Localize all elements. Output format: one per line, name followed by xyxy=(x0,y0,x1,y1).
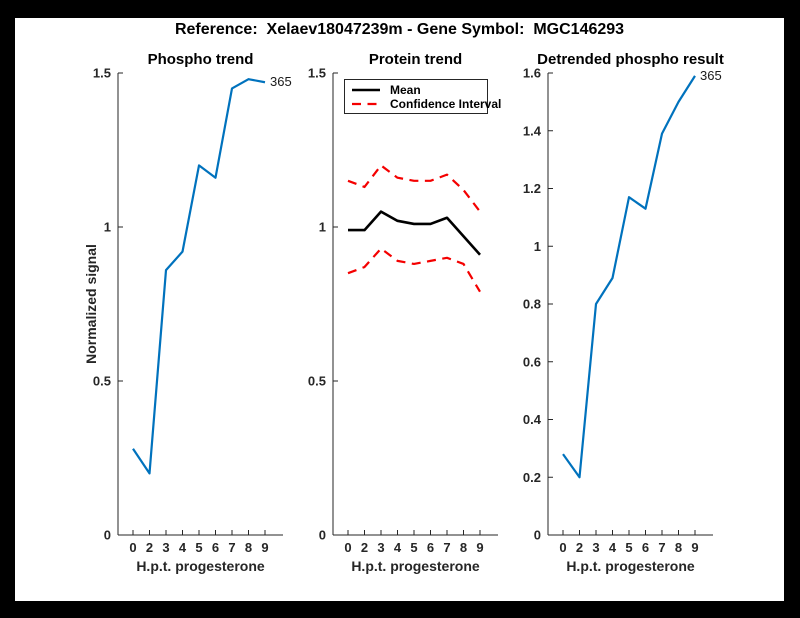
series-mean xyxy=(348,210,481,256)
x-tick-label: 0 xyxy=(559,540,566,555)
series-end-label: 365 xyxy=(270,74,292,89)
y-tick-label: 0.2 xyxy=(523,470,541,485)
y-tick-label: 0 xyxy=(534,528,541,543)
x-tick-label: 4 xyxy=(179,540,187,555)
x-tick-label: 7 xyxy=(658,540,665,555)
x-axis-label: H.p.t. progesterone xyxy=(566,558,695,574)
series-end-label: 365 xyxy=(700,68,722,83)
y-tick-label: 0 xyxy=(319,528,326,543)
y-tick-label: 1 xyxy=(104,220,111,235)
y-tick-label: 0.8 xyxy=(523,297,541,312)
x-tick-label: 9 xyxy=(476,540,483,555)
y-tick-label: 0 xyxy=(104,528,111,543)
x-tick-label: 5 xyxy=(625,540,632,555)
x-tick-label: 6 xyxy=(212,540,219,555)
x-tick-label: 0 xyxy=(344,540,351,555)
x-tick-label: 2 xyxy=(361,540,368,555)
legend-ci-dashed-line-icon xyxy=(352,102,380,106)
series-phospho-signal xyxy=(132,78,266,475)
subplot-title: Detrended phospho result xyxy=(537,51,724,68)
legend-row-confidence-interval: Confidence Interval xyxy=(345,97,501,111)
x-tick-label: 3 xyxy=(162,540,169,555)
legend: Mean Confidence Interval xyxy=(344,79,501,114)
x-tick-label: 4 xyxy=(609,540,617,555)
subplot-phospho-trend: Phospho trend Normalized signal H.p.t. p… xyxy=(83,51,292,574)
y-tick-label: 1.6 xyxy=(523,66,541,81)
legend-mean-line-icon xyxy=(352,88,380,92)
x-tick-label: 7 xyxy=(228,540,235,555)
subplot-title: Phospho trend xyxy=(147,51,254,68)
x-axis-label: H.p.t. progesterone xyxy=(136,558,265,574)
x-tick-label: 8 xyxy=(460,540,467,555)
y-tick-label: 1 xyxy=(319,220,326,235)
x-tick-label: 7 xyxy=(443,540,450,555)
series-detrended-phospho xyxy=(562,75,696,479)
legend-label-confidence-interval: Confidence Interval xyxy=(390,97,502,111)
y-tick-label: 1.2 xyxy=(523,181,541,196)
figure-canvas: Reference: Xelaev18047239m - Gene Symbol… xyxy=(15,18,784,601)
y-tick-label: 1.5 xyxy=(308,66,326,81)
x-tick-label: 5 xyxy=(195,540,202,555)
x-axis-label: H.p.t. progesterone xyxy=(351,558,480,574)
subplot-detrended-phospho: Detrended phospho result H.p.t. progeste… xyxy=(523,51,724,574)
x-tick-label: 3 xyxy=(377,540,384,555)
x-tick-label: 3 xyxy=(592,540,599,555)
y-tick-label: 0.5 xyxy=(93,374,111,389)
legend-label-mean: Mean xyxy=(390,83,421,97)
y-tick-label: 1.5 xyxy=(93,66,111,81)
figure-title: Reference: Xelaev18047239m - Gene Symbol… xyxy=(174,21,625,38)
y-tick-label: 1.4 xyxy=(523,123,542,138)
series-confidence-interval-upper xyxy=(347,164,481,213)
plot-area-protein: 00.511.50 2 3 4 5 6 7 8 9 xyxy=(308,66,498,555)
x-tick-label: 5 xyxy=(410,540,417,555)
x-tick-label: 2 xyxy=(146,540,153,555)
x-tick-label: 4 xyxy=(394,540,402,555)
y-tick-label: 0.5 xyxy=(308,374,326,389)
x-tick-label: 9 xyxy=(691,540,698,555)
x-tick-label: 6 xyxy=(427,540,434,555)
x-tick-label: 8 xyxy=(245,540,252,555)
subplot-protein-trend: Protein trend H.p.t. progesterone 0 0.5 1 1… xyxy=(308,51,501,574)
y-tick-label: 0.6 xyxy=(523,354,541,369)
x-tick-label: 6 xyxy=(642,540,649,555)
y-tick-label: 1 xyxy=(534,239,541,254)
legend-row-mean: Mean xyxy=(345,83,487,97)
subplot-title: Protein trend xyxy=(368,51,463,68)
x-tick-label: 2 xyxy=(576,540,583,555)
y-tick-label: 0.4 xyxy=(523,412,542,427)
x-tick-label: 0 xyxy=(129,540,136,555)
x-tick-label: 9 xyxy=(261,540,268,555)
series-confidence-interval-lower xyxy=(347,247,481,293)
x-tick-label: 8 xyxy=(675,540,682,555)
